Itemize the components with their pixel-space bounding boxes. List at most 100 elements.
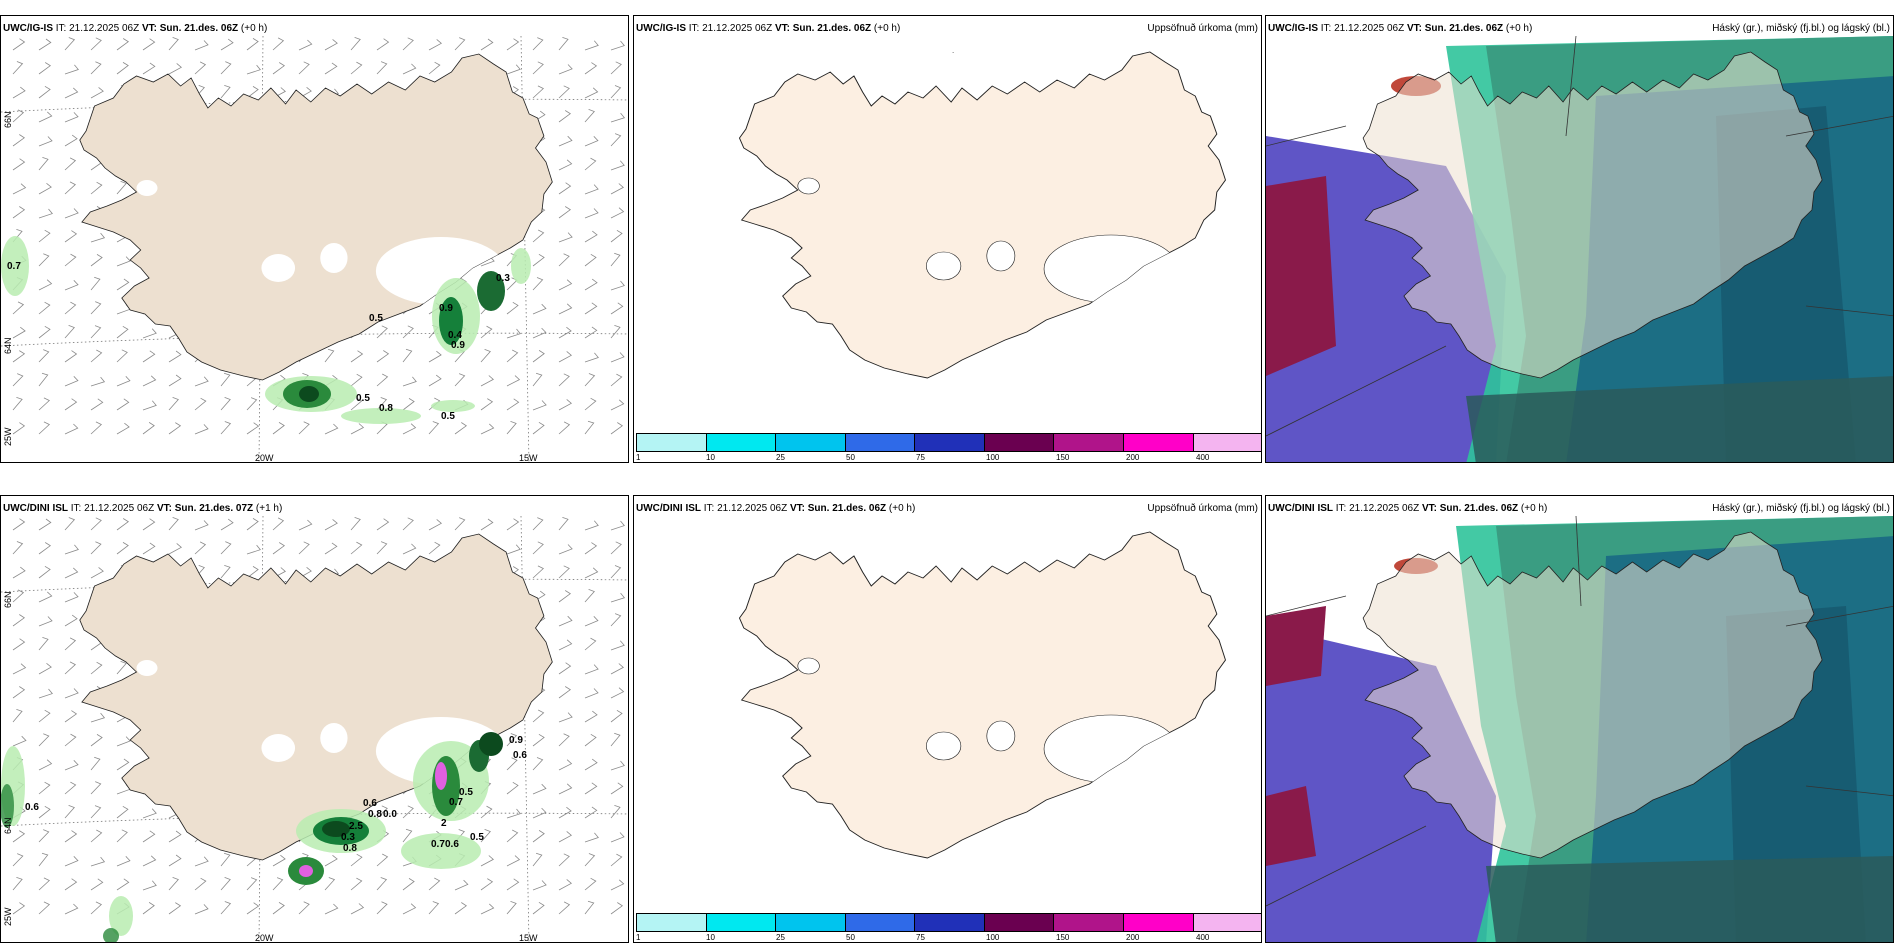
wind-barb — [116, 398, 130, 411]
wind-barb — [480, 423, 495, 435]
wind-barb — [480, 805, 493, 819]
wind-barb — [90, 756, 101, 771]
colorbar-swatch — [915, 434, 985, 451]
wind-barb — [558, 399, 573, 411]
wind-barb — [558, 517, 569, 531]
map-panel-wind-igis[interactable]: UWC/IG-IS IT: 21.12.2025 06Z VT: Sun. 21… — [0, 15, 629, 463]
wind-barb — [428, 519, 443, 531]
wind-barb — [90, 829, 103, 843]
wind-barb — [142, 855, 157, 867]
wind-barb — [90, 421, 103, 435]
wind-barb — [454, 902, 468, 915]
wind-barb — [506, 878, 520, 891]
wind-barb — [246, 64, 261, 75]
wind-barb — [376, 373, 389, 387]
wind-barb — [584, 616, 599, 627]
wind-barb — [610, 760, 625, 771]
wind-barb — [168, 877, 179, 891]
wind-barb — [506, 901, 517, 915]
wind-barb — [12, 709, 23, 723]
wind-barb — [610, 663, 625, 675]
wind-barb — [584, 278, 598, 291]
wind-barb — [64, 157, 77, 171]
wind-barb — [12, 61, 24, 75]
wind-barb — [38, 136, 53, 147]
wind-barb — [90, 398, 104, 411]
map-panel-precip-igis[interactable]: UWC/IG-IS IT: 21.12.2025 06Z VT: Sun. 21… — [633, 15, 1262, 463]
map-panel-clouds-dini[interactable]: UWC/DINI ISL IT: 21.12.2025 06Z VT: Sun.… — [1265, 495, 1894, 943]
wind-barb — [38, 111, 53, 123]
wind-barb — [506, 855, 521, 867]
wind-barb — [558, 783, 573, 795]
wind-barb — [480, 325, 493, 339]
wind-barb — [12, 566, 26, 579]
wind-barb — [532, 61, 544, 75]
precip-value: 0.3 — [341, 832, 355, 843]
precip-value: 2.5 — [349, 821, 363, 832]
wind-barb — [64, 350, 78, 363]
wind-barb — [610, 399, 625, 411]
wind-barb — [350, 61, 363, 75]
wind-barb — [350, 877, 363, 891]
wind-barb — [194, 40, 209, 51]
wind-barb — [376, 350, 390, 363]
wind-barb — [116, 805, 129, 819]
wind-barb — [64, 423, 79, 435]
wind-barb — [64, 376, 79, 387]
precip-areas — [1, 236, 531, 424]
map-panel-clouds-igis[interactable]: UWC/IG-IS IT: 21.12.2025 06Z VT: Sun. 21… — [1265, 15, 1894, 463]
wind-barb — [116, 38, 130, 51]
colorbar-tick: 100 — [986, 933, 1000, 942]
wind-barb — [610, 732, 621, 747]
lon-label: 20W — [255, 933, 274, 943]
iceland-land — [79, 53, 553, 381]
wind-barb — [532, 37, 544, 51]
wind-barb — [584, 352, 599, 363]
wind-barb — [90, 276, 101, 291]
precip-value: 0.9 — [451, 340, 465, 351]
wind-barb — [454, 879, 469, 891]
wind-barb — [558, 879, 573, 891]
map-panel-wind-dini[interactable]: UWC/DINI ISL IT: 21.12.2025 06Z VT: Sun.… — [0, 495, 629, 943]
wind-barb — [532, 372, 543, 387]
wind-barb — [298, 519, 313, 531]
wind-barb — [64, 661, 76, 675]
wind-barb — [506, 375, 521, 387]
wind-barb — [428, 541, 441, 555]
panel-header: UWC/IG-IS IT: 21.12.2025 06Z VT: Sun. 21… — [3, 23, 268, 34]
wind-barb — [584, 832, 599, 843]
wind-barb — [558, 421, 571, 435]
wind-barb — [272, 854, 286, 867]
wind-barb — [38, 518, 52, 531]
wind-barb — [324, 39, 338, 51]
wind-barb — [90, 541, 102, 555]
colorbar-tick: 100 — [986, 453, 1000, 462]
map-panel-precip-dini[interactable]: UWC/DINI ISL IT: 21.12.2025 06Z VT: Sun.… — [633, 495, 1262, 943]
lon-label: 15W — [519, 453, 538, 463]
wind-barb — [584, 567, 599, 579]
wind-barb — [610, 613, 622, 627]
wind-barb — [350, 350, 364, 363]
precip-value: 0.6 — [363, 798, 377, 809]
svg-text:.: . — [952, 46, 954, 55]
wind-barb — [272, 542, 286, 555]
wind-barb — [506, 829, 519, 843]
wind-barb — [142, 62, 156, 75]
wind-barb — [376, 853, 389, 867]
precip-value: 0.8 — [343, 843, 357, 854]
wind-map-svg — [1, 35, 628, 462]
wind-barb — [610, 61, 622, 75]
wind-barb — [12, 350, 26, 363]
wind-barb — [12, 614, 26, 627]
colorbar-tick: 75 — [916, 453, 925, 462]
lat-label: 64N — [3, 337, 13, 354]
wind-barb — [90, 181, 103, 195]
wind-barb — [376, 901, 388, 915]
colorbar — [636, 913, 1261, 932]
wind-barb — [506, 398, 520, 411]
wind-barb — [12, 663, 27, 675]
wind-barb — [246, 518, 259, 531]
lat-label: 64N — [3, 817, 13, 834]
wind-barb — [610, 112, 626, 123]
colorbar-tick: 25 — [776, 933, 785, 942]
